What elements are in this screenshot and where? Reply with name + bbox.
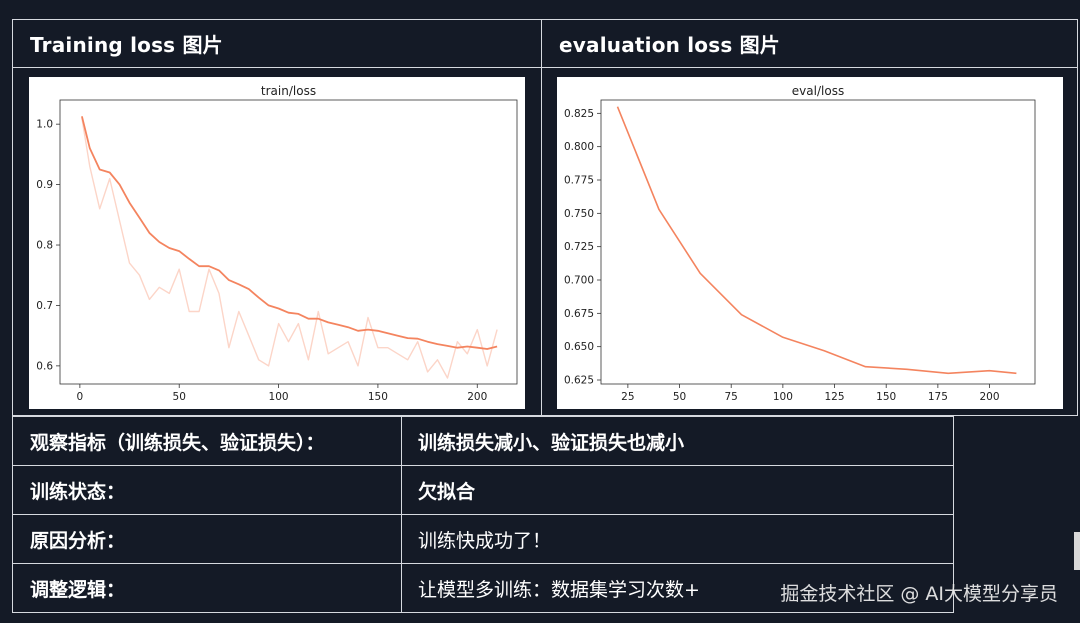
y-tick-label: 0.700 — [564, 275, 594, 287]
y-tick-label: 0.725 — [564, 241, 594, 253]
row-label: 原因分析： — [13, 515, 402, 563]
y-tick-label: 0.675 — [564, 308, 594, 320]
row-value: 欠拟合 — [418, 480, 476, 503]
chart-title: eval/loss — [792, 84, 844, 98]
y-tick-label: 0.9 — [36, 179, 53, 191]
x-tick-label: 0 — [77, 391, 84, 403]
y-tick-label: 1.0 — [36, 119, 53, 131]
watermark: 掘金技术社区 @ AI大模型分享员 — [780, 583, 1058, 605]
plot-frame — [59, 99, 518, 385]
plot-frame — [600, 99, 1036, 385]
row-label: 训练状态： — [13, 466, 402, 514]
eval-loss-line — [616, 106, 1017, 375]
y-tick-label: 0.625 — [564, 375, 594, 387]
analysis-table: 观察指标（训练损失、验证损失）： 训练损失减小、验证损失也减小 训练状态： 欠拟… — [12, 416, 954, 613]
row-label: 观察指标（训练损失、验证损失）： — [13, 417, 402, 465]
evaluation-loss-header: evaluation loss 图片 — [542, 20, 1077, 68]
train-loss-plot: train/loss 0 50 100 150 200 0.6 0.7 0.8 0.9 1.0 — [36, 84, 518, 403]
evaluation-loss-panel: evaluation loss 图片 eval/loss 25 50 75 100 125… — [542, 20, 1077, 415]
x-tick-label: 75 — [725, 391, 738, 403]
edge-strip — [1074, 532, 1080, 570]
x-tick-label: 100 — [773, 391, 793, 403]
y-tick-label: 0.8 — [36, 240, 53, 252]
eval-loss-plot: eval/loss 25 50 75 100 125 150 175 200 0.625 0.650… — [564, 84, 1036, 403]
x-tick-label: 150 — [368, 391, 388, 403]
table-row: 原因分析： 训练快成功了！ — [13, 515, 953, 564]
x-tick-label: 50 — [173, 391, 186, 403]
charts-table: Training loss 图片 train/loss 0 50 100 150 200 0… — [12, 19, 1078, 416]
x-tick-label: 150 — [876, 391, 896, 403]
x-tick-label: 200 — [980, 391, 1000, 403]
y-tick-label: 0.6 — [36, 360, 53, 372]
x-tick-label: 125 — [825, 391, 845, 403]
x-tick-label: 25 — [621, 391, 634, 403]
train-loss-chart: train/loss 0 50 100 150 200 0.6 0.7 0.8 0.9 1.0 — [29, 77, 525, 409]
x-tick-label: 175 — [928, 391, 948, 403]
y-tick-label: 0.825 — [564, 108, 594, 120]
row-value: 训练损失减小、验证损失也减小 — [418, 431, 685, 454]
table-row: 训练状态： 欠拟合 — [13, 466, 953, 515]
y-tick-label: 0.800 — [564, 141, 594, 153]
y-tick-label: 0.7 — [36, 300, 53, 312]
x-tick-label: 200 — [467, 391, 487, 403]
smoothed-loss-line — [81, 116, 498, 350]
x-tick-label: 50 — [673, 391, 686, 403]
y-tick-label: 0.750 — [564, 208, 594, 220]
raw-loss-line — [81, 117, 498, 379]
y-tick-label: 0.650 — [564, 341, 594, 353]
table-row: 调整逻辑： 让模型多训练：数据集学习次数+ — [13, 564, 953, 613]
training-loss-panel: Training loss 图片 train/loss 0 50 100 150 200 0… — [13, 20, 542, 415]
eval-loss-chart: eval/loss 25 50 75 100 125 150 175 200 0.625 0.650… — [557, 77, 1063, 409]
row-label: 调整逻辑： — [13, 564, 402, 613]
training-loss-header: Training loss 图片 — [13, 20, 541, 68]
y-tick-label: 0.775 — [564, 175, 594, 187]
table-row: 观察指标（训练损失、验证损失）： 训练损失减小、验证损失也减小 — [13, 417, 953, 466]
chart-title: train/loss — [261, 84, 316, 98]
row-value: 让模型多训练：数据集学习次数+ — [418, 579, 700, 601]
x-tick-label: 100 — [269, 391, 289, 403]
row-value: 训练快成功了！ — [418, 529, 552, 552]
